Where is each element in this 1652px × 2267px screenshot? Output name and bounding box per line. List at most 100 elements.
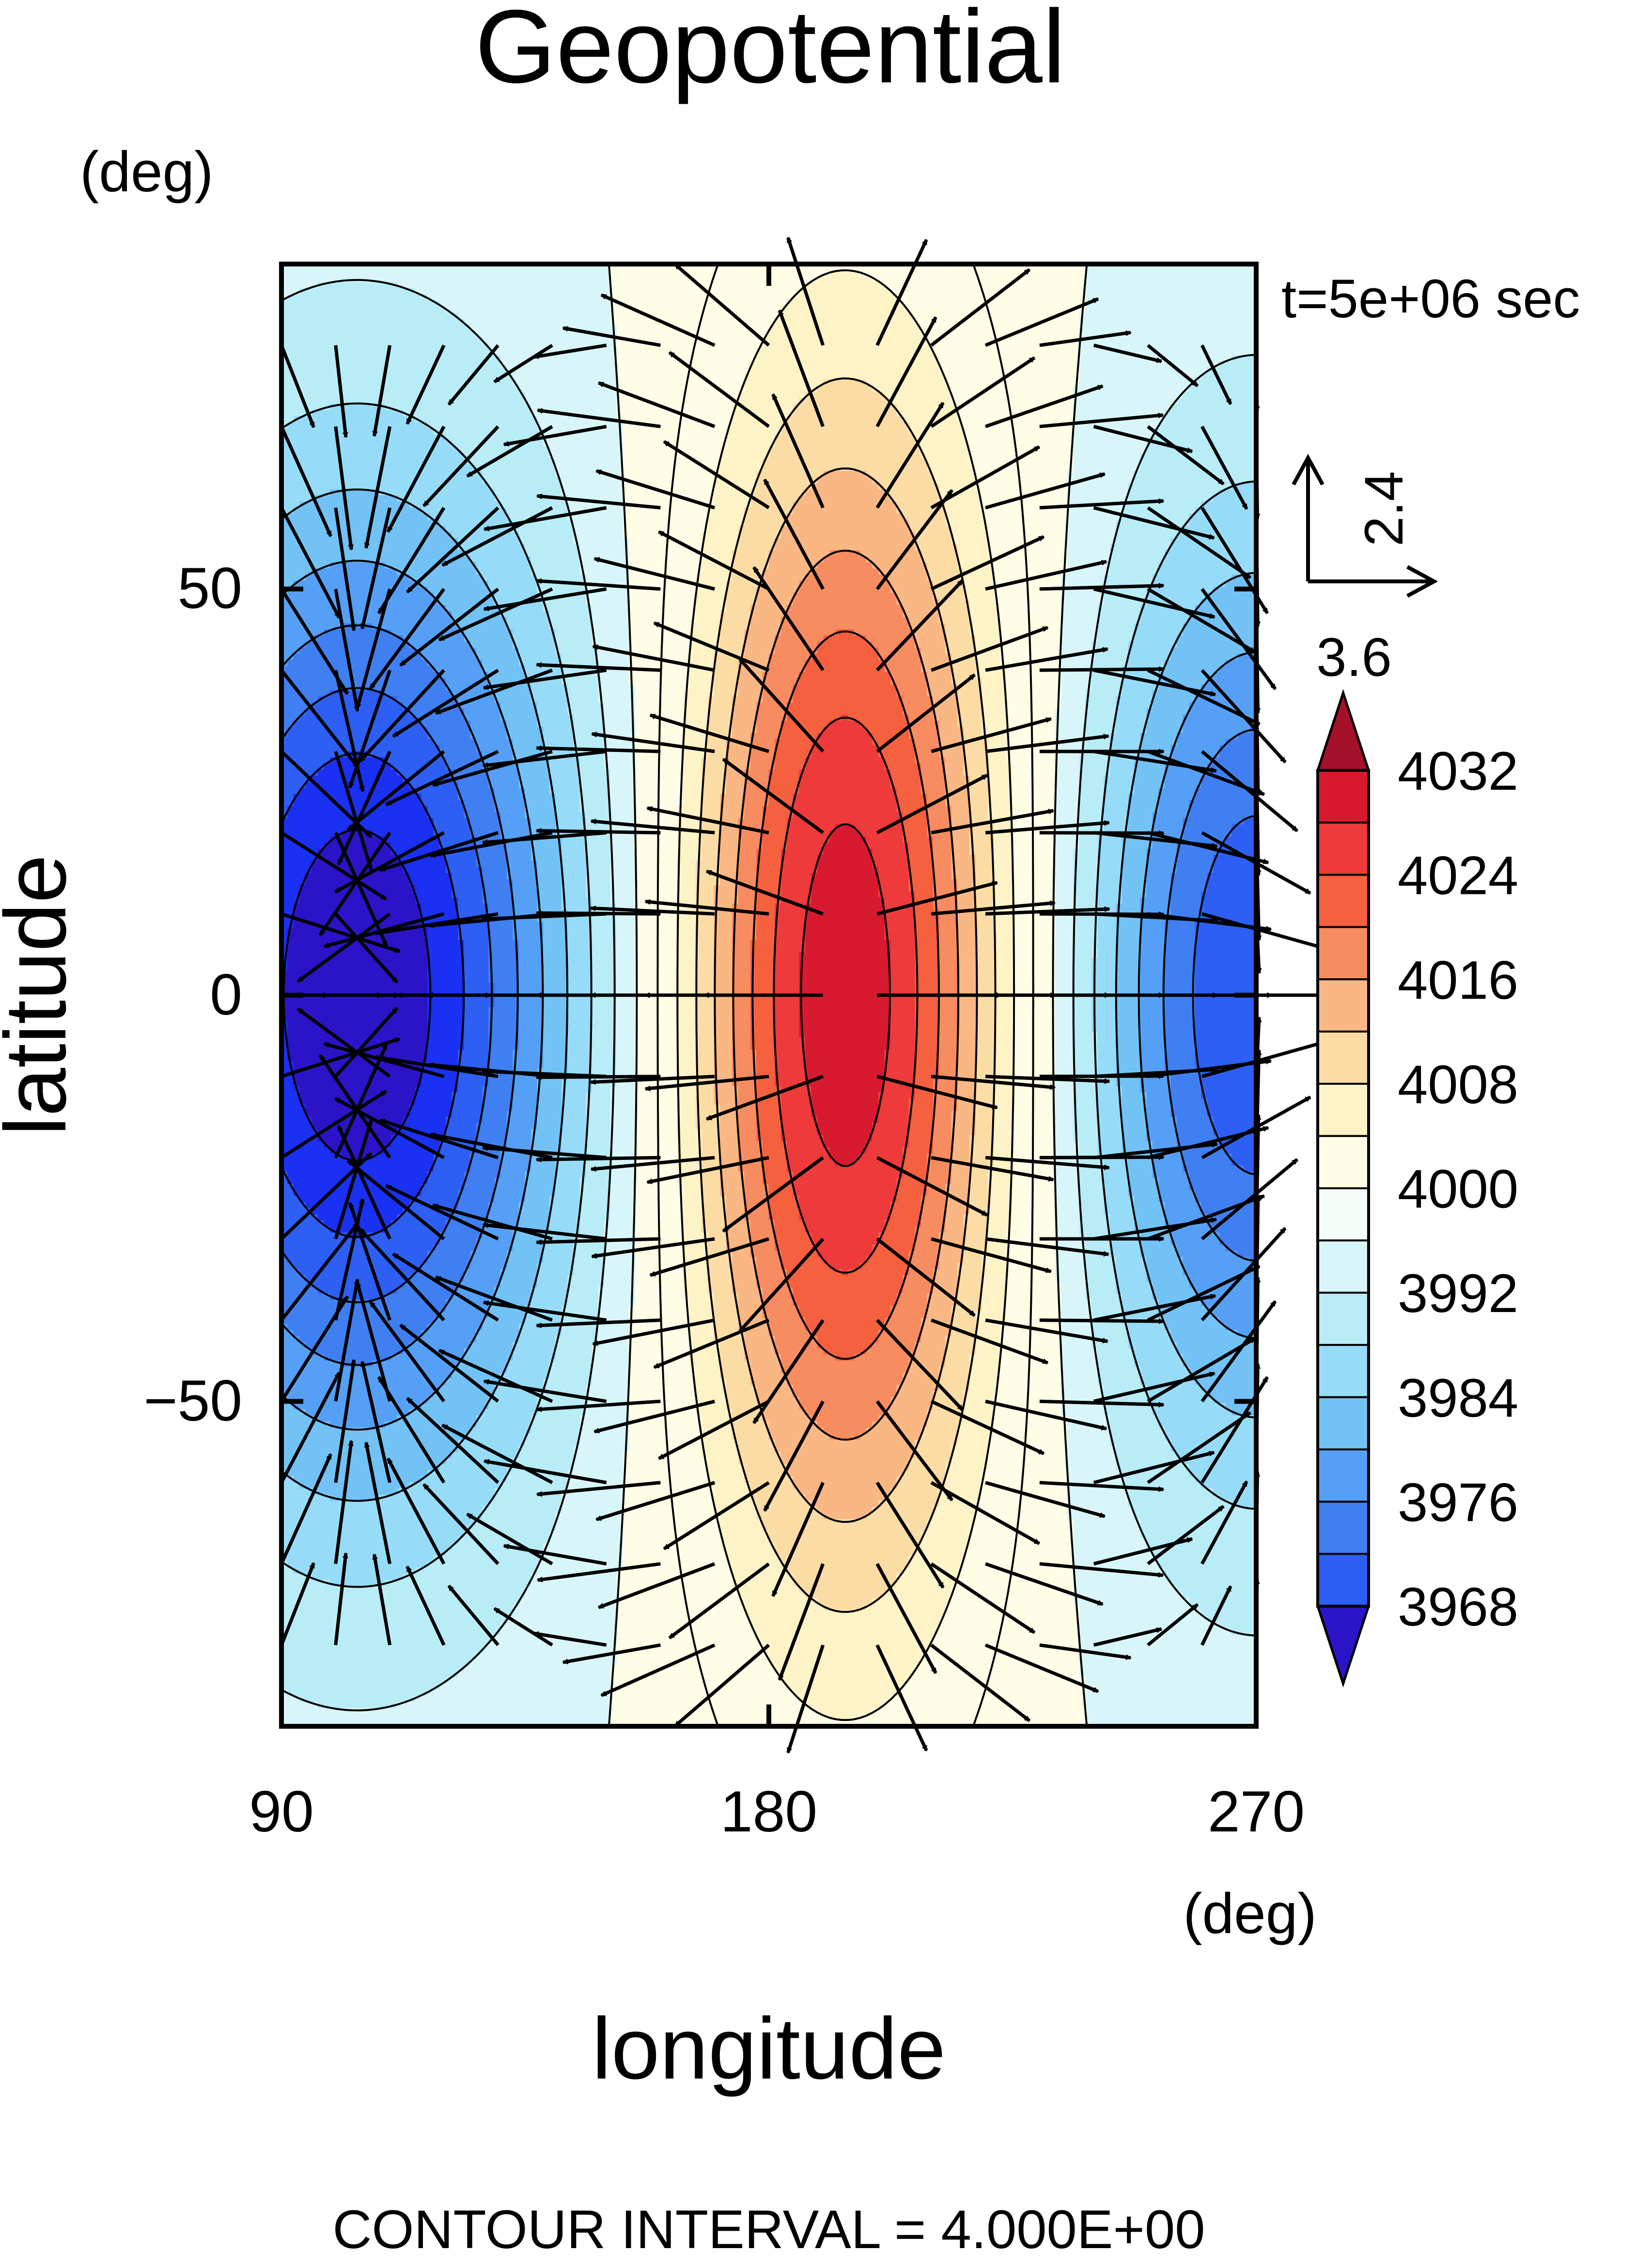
contour-band-cell	[1140, 1031, 1165, 1038]
contour-band-cell	[775, 757, 806, 764]
contour-band-cell	[738, 873, 757, 880]
contour-band-cell	[1012, 1019, 1031, 1026]
contour-band-cell	[1170, 1232, 1220, 1239]
contour-band-cell	[1195, 1001, 1256, 1008]
contour-band-cell	[1012, 1086, 1031, 1093]
contour-band-cell	[726, 1238, 751, 1246]
contour-band-cell	[732, 1427, 769, 1434]
contour-band-cell	[695, 1409, 732, 1416]
contour-band-cell	[1109, 1226, 1135, 1233]
contour-band-cell	[281, 1464, 440, 1471]
contour-band-cell	[549, 769, 580, 776]
wind-vector	[280, 1453, 332, 1565]
contour-band-cell	[939, 1056, 958, 1063]
contour-band-cell	[969, 1135, 995, 1142]
contour-band-cell	[1073, 970, 1092, 977]
contour-band-cell	[1085, 1683, 1256, 1690]
contour-band-cell	[896, 800, 928, 807]
contour-band-cell	[567, 514, 623, 520]
contour-band-cell	[482, 337, 617, 344]
contour-band-cell	[969, 1360, 1001, 1367]
contour-band-cell	[738, 1299, 763, 1306]
contour-band-cell	[287, 952, 428, 959]
contour-band-cell	[665, 587, 696, 594]
contour-band-cell	[281, 1354, 325, 1361]
contour-band-cell	[567, 928, 592, 935]
contour-band-cell	[659, 1153, 678, 1160]
wind-vector	[280, 1562, 315, 1646]
contour-band-cell	[500, 708, 538, 716]
contour-band-cell	[1073, 952, 1098, 959]
contour-band-cell	[281, 855, 318, 861]
contour-band-cell	[659, 1330, 690, 1337]
contour-band-cell	[574, 1269, 605, 1276]
contour-band-cell	[1061, 580, 1105, 587]
contour-band-cell	[458, 1086, 483, 1093]
contour-band-cell	[1122, 1293, 1153, 1300]
contour-band-cell	[738, 690, 763, 697]
contour-band-cell	[403, 410, 532, 417]
contour-band-cell	[939, 733, 964, 740]
contour-band-cell	[470, 458, 556, 466]
contour-band-cell	[500, 824, 532, 831]
contour-band-cell	[1109, 562, 1159, 569]
contour-band-cell	[939, 1031, 958, 1038]
contour-band-cell	[1012, 806, 1031, 813]
contour-band-cell	[1140, 1245, 1177, 1251]
contour-band-cell	[915, 1025, 940, 1032]
contour-band-cell	[945, 1226, 964, 1233]
contour-band-cell	[756, 867, 781, 874]
contour-band-cell	[756, 1117, 781, 1124]
contour-band-cell	[756, 477, 818, 484]
contour-band-cell	[1134, 1196, 1159, 1203]
contour-band-cell	[1067, 1494, 1129, 1501]
contour-band-cell	[1195, 1056, 1256, 1063]
contour-band-cell	[1055, 1208, 1080, 1215]
contour-band-cell	[677, 1086, 696, 1093]
contour-band-cell	[1061, 623, 1098, 630]
contour-band-cell	[799, 1488, 891, 1495]
contour-band-cell	[659, 1226, 684, 1233]
contour-band-cell	[957, 964, 976, 971]
contour-band-cell	[744, 507, 794, 515]
contour-band-cell	[866, 1427, 921, 1434]
wind-vector	[493, 1607, 553, 1647]
contour-band-cell	[1109, 739, 1141, 746]
contour-band-cell	[409, 1110, 452, 1117]
contour-band-cell	[604, 1269, 635, 1276]
wind-vector	[379, 831, 499, 872]
contour-band-cell	[518, 1446, 575, 1453]
contour-band-cell	[293, 720, 422, 728]
contour-band-cell	[409, 641, 471, 648]
contour-band-cell	[780, 1677, 909, 1684]
contour-band-cell	[1177, 1123, 1214, 1130]
wind-vector	[1201, 1041, 1323, 1079]
contour-band-cell	[689, 1324, 715, 1331]
contour-band-cell	[659, 1196, 684, 1203]
contour-band-cell	[1097, 1378, 1141, 1386]
contour-band-cell	[1104, 782, 1135, 788]
contour-band-cell	[458, 1189, 495, 1197]
contour-band-cell	[470, 733, 507, 740]
contour-band-cell	[518, 1452, 575, 1459]
contour-band-cell	[695, 1049, 715, 1057]
contour-band-cell	[982, 514, 1025, 520]
contour-band-cell	[1079, 1226, 1110, 1233]
contour-band-cell	[1079, 757, 1110, 764]
contour-band-cell	[945, 635, 977, 642]
contour-band-cell	[780, 1135, 824, 1142]
contour-band-cell	[915, 1232, 940, 1239]
contour-band-cell	[976, 1506, 1019, 1514]
contour-band-cell	[963, 1220, 989, 1227]
contour-band-cell	[1006, 1251, 1031, 1258]
contour-band-cell	[1061, 611, 1098, 618]
contour-band-cell	[799, 672, 891, 679]
wind-vector	[334, 1096, 445, 1159]
contour-band-cell	[963, 751, 989, 758]
contour-band-cell	[799, 1013, 891, 1020]
contour-band-cell	[1097, 928, 1117, 935]
contour-band-cell	[1219, 1622, 1256, 1629]
contour-band-cell	[1158, 1421, 1256, 1428]
contour-band-cell	[744, 1184, 769, 1190]
contour-band-cell	[452, 885, 483, 892]
